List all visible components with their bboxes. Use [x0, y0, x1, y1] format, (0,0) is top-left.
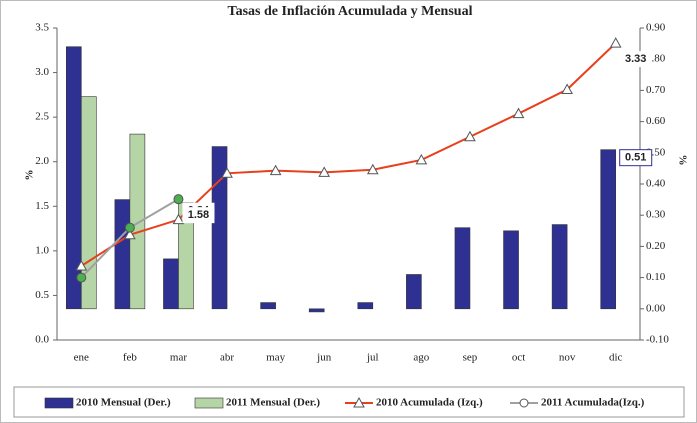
bar [211, 146, 228, 310]
marker [76, 272, 87, 283]
y-tick-label: 3.5 [35, 22, 49, 34]
marker [173, 194, 184, 205]
marker [512, 107, 525, 119]
y-tick-label: 1.0 [35, 244, 49, 256]
marker [124, 222, 135, 233]
marker [464, 130, 476, 142]
bar [80, 96, 97, 310]
bar [260, 302, 276, 310]
x-tick-label: nov [559, 352, 576, 364]
bar [163, 258, 179, 310]
y-tick-label: 1.5 [35, 200, 49, 212]
y-tick-label: 2.5 [35, 111, 49, 123]
marker [75, 259, 88, 271]
value-label: 0.51 [625, 152, 646, 164]
y2-tick-label: 0.30 [646, 209, 666, 221]
y2-tick-label: -0.10 [646, 334, 669, 346]
marker [172, 213, 185, 225]
x-tick-label: oct [512, 352, 525, 364]
y2-axis-label: % [676, 155, 688, 166]
bar [129, 133, 146, 310]
x-tick-label: feb [123, 352, 138, 364]
value-label-box [619, 149, 653, 167]
bar [357, 302, 374, 310]
value-label-box [182, 207, 215, 224]
x-tick-label: ene [74, 352, 89, 364]
x-tick-label: ago [413, 352, 429, 364]
y2-tick-label: 0.10 [646, 271, 666, 283]
y2-tick-label: 0.60 [646, 115, 666, 127]
x-tick-label: may [266, 352, 285, 364]
x-tick-label: abr [220, 352, 234, 364]
bar [114, 199, 131, 310]
x-tick-label: dic [609, 352, 623, 364]
bar [551, 224, 568, 310]
value-label: 1.58 [188, 209, 209, 221]
y-tick-label: 0.5 [35, 289, 49, 301]
marker [221, 167, 233, 178]
value-label: 3.33 [625, 53, 646, 65]
y2-tick-label: 0.90 [646, 22, 666, 34]
bar [600, 149, 617, 310]
y2-tick-label: 0.40 [646, 178, 666, 190]
x-tick-label: jul [366, 352, 379, 364]
legend-swatch [44, 397, 74, 409]
marker [415, 153, 428, 165]
legend-swatch [194, 397, 224, 409]
bar [454, 227, 471, 310]
legend-label: 2011 Acumulada(Izq.) [541, 397, 645, 409]
marker [561, 83, 573, 95]
value-label-box [619, 51, 652, 68]
legend-marker [353, 396, 365, 408]
marker [609, 37, 622, 48]
x-tick-label: sep [463, 352, 478, 364]
legend-label: 2010 Acumulada (Izq.) [376, 397, 483, 409]
y-tick-label: 3.0 [35, 66, 49, 78]
x-tick-label: jun [316, 352, 332, 364]
legend-marker [519, 398, 529, 408]
line [80, 42, 617, 267]
legend-label: 2011 Mensual (Der.) [226, 397, 320, 409]
marker [124, 228, 136, 240]
legend-label: 2010 Mensual (Der.) [76, 397, 171, 409]
marker [318, 166, 331, 177]
y-tick-label: 0.0 [35, 334, 49, 346]
marker [269, 164, 282, 176]
x-tick-label: mar [170, 352, 187, 364]
bar [503, 230, 519, 310]
y2-tick-label: 0.20 [646, 240, 666, 252]
y-axis-label: % [24, 170, 36, 181]
bar [308, 308, 325, 313]
y2-tick-label: 0.00 [646, 302, 666, 314]
y2-tick-label: 0.70 [646, 84, 666, 96]
y-tick-label: 2.0 [35, 155, 49, 167]
marker [366, 163, 379, 175]
chart-title: Tasas de Inflación Acumulada y Mensual [228, 4, 473, 19]
bar [406, 274, 422, 310]
y2-tick-label: 0.80 [646, 53, 666, 65]
